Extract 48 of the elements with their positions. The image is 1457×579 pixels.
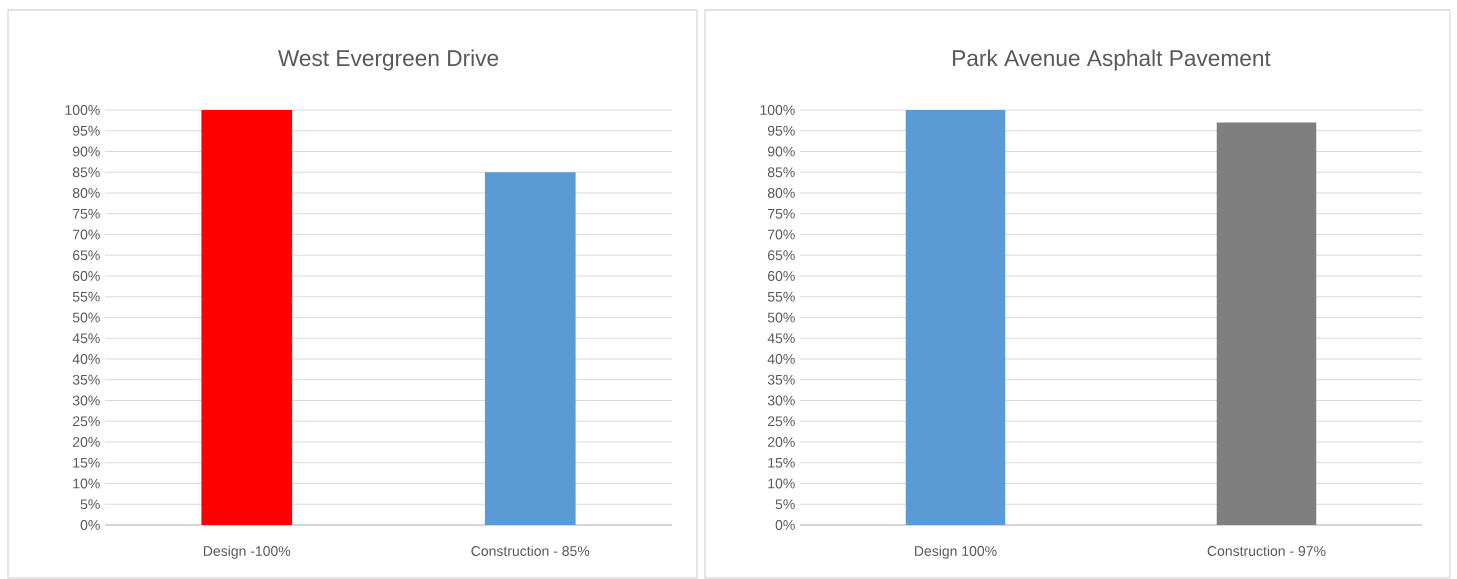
y-tick-label: 80% xyxy=(767,188,795,199)
y-tick-label: 50% xyxy=(767,312,795,323)
y-tick-label: 90% xyxy=(72,146,100,157)
y-tick-label: 65% xyxy=(72,250,100,261)
x-tick-label: Design -100% xyxy=(203,545,291,559)
y-tick-label: 75% xyxy=(72,209,100,219)
y-tick-label: 30% xyxy=(767,395,795,406)
y-tick-label: 70% xyxy=(72,229,100,240)
y-tick-label: 25% xyxy=(72,416,100,427)
y-tick-label: 45% xyxy=(72,333,100,344)
y-tick-label: 35% xyxy=(767,374,795,385)
x-tick-label: Construction - 97% xyxy=(1207,545,1326,557)
y-tick-label: 55% xyxy=(72,292,100,302)
y-tick-label: 0% xyxy=(775,520,795,531)
y-tick-label: 80% xyxy=(72,188,100,199)
y-tick-label: 90% xyxy=(767,146,795,157)
y-tick-label: 15% xyxy=(768,458,795,468)
chart-title: Park Avenue Asphalt Pavement xyxy=(953,49,1271,71)
y-tick-label: 0% xyxy=(80,520,100,531)
y-tick-label: 60% xyxy=(767,271,795,282)
y-tick-label: 20% xyxy=(767,437,795,448)
y-tick-label: 10% xyxy=(768,478,795,489)
y-tick-label: 15% xyxy=(73,458,100,468)
y-tick-label: 30% xyxy=(72,395,100,406)
y-tick-label: 5% xyxy=(80,499,100,510)
y-tick-label: 50% xyxy=(72,312,100,323)
y-tick-label: 85% xyxy=(767,167,795,178)
y-tick-label: 100% xyxy=(65,105,100,116)
y-tick-label: 95% xyxy=(767,125,795,136)
x-tick-label: Construction - 85% xyxy=(471,545,590,557)
chart-title: West Evergreen Drive xyxy=(277,49,499,71)
y-tick-label: 70% xyxy=(767,229,795,240)
y-tick-label: 65% xyxy=(767,250,795,261)
y-tick-label: 20% xyxy=(72,437,100,448)
y-tick-label: 25% xyxy=(767,416,795,427)
y-tick-label: 95% xyxy=(72,125,100,136)
y-tick-label: 100% xyxy=(760,105,795,116)
y-tick-label: 55% xyxy=(767,292,795,302)
y-tick-label: 5% xyxy=(775,499,795,510)
y-tick-label: 40% xyxy=(72,354,100,365)
y-tick-label: 60% xyxy=(72,271,100,282)
y-tick-label: 35% xyxy=(72,374,100,385)
y-tick-label: 75% xyxy=(767,209,795,219)
y-tick-label: 85% xyxy=(72,167,100,178)
x-tick-label: Design 100% xyxy=(915,545,997,559)
y-tick-label: 10% xyxy=(73,478,100,489)
y-tick-label: 45% xyxy=(767,333,795,344)
y-tick-label: 40% xyxy=(767,354,795,365)
